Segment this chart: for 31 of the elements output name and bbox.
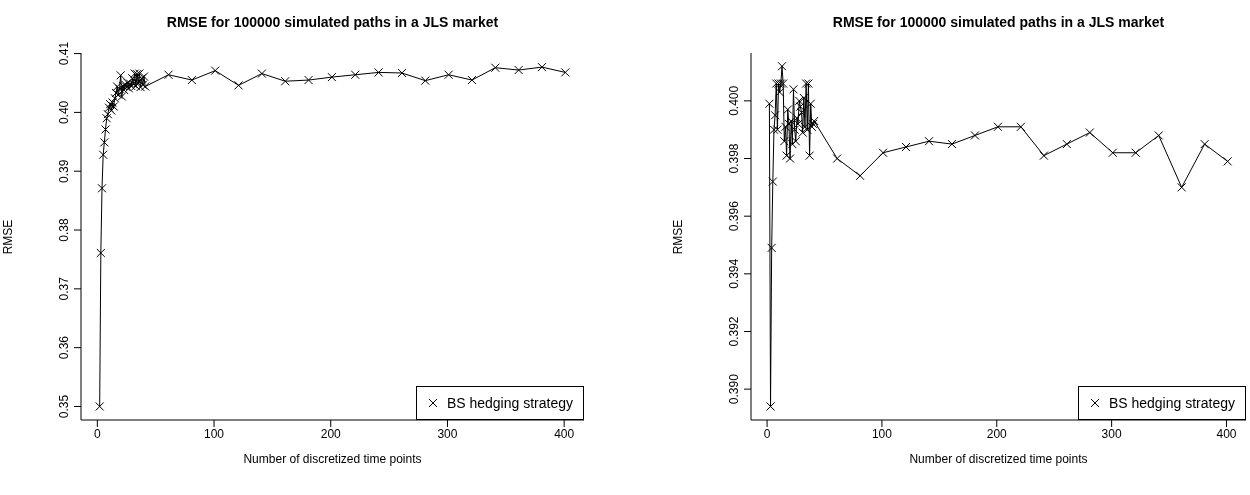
y-tick-label: 0.396 (727, 200, 741, 232)
x-tick-label: 100 (204, 426, 225, 441)
y-tick-label: 0.398 (727, 143, 741, 174)
x-tick-label: 200 (320, 426, 342, 441)
x-tick-label: 400 (554, 426, 575, 441)
y-tick-label: 0.40 (57, 100, 71, 125)
y-axis-title: RMSE (671, 219, 685, 254)
chart-title: RMSE for 100000 simulated paths in a JLS market (831, 14, 1166, 30)
y-axis-title: RMSE (1, 219, 15, 254)
y-tick-label: 0.39 (57, 159, 71, 183)
x-tick-label: 300 (437, 426, 458, 441)
x-tick-label: 0 (93, 426, 101, 441)
y-tick-label: 0.37 (57, 276, 71, 301)
chart-title: RMSE for 100000 simulated paths in a JLS market (165, 14, 500, 30)
x-tick-label: 0 (763, 426, 771, 441)
y-tick-label: 0.35 (57, 394, 71, 419)
y-tick-label: 0.394 (727, 258, 741, 289)
legend-label: BS hedging strategy (446, 395, 573, 411)
legend-label: BS hedging strategy (1108, 395, 1235, 411)
x-tick-label: 200 (986, 426, 1008, 441)
x-tick-label: 100 (871, 426, 893, 441)
x-axis-title: Number of discretized time points (908, 452, 1089, 466)
y-tick-label: 0.41 (57, 41, 71, 66)
y-tick-label: 0.36 (57, 335, 71, 360)
y-tick-label: 0.392 (727, 316, 741, 347)
x-tick-label: 300 (1101, 426, 1122, 441)
y-tick-label: 0.390 (727, 373, 741, 405)
x-tick-label: 400 (1216, 426, 1237, 441)
y-tick-label: 0.400 (727, 85, 741, 116)
y-tick-label: 0.38 (57, 218, 71, 242)
x-axis-title: Number of discretized time points (242, 452, 423, 466)
